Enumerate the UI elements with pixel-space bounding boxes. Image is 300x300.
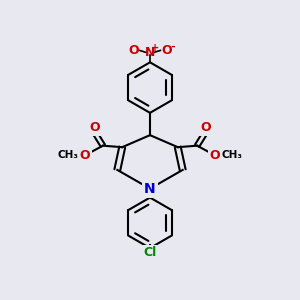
Text: O: O (161, 44, 172, 57)
Text: +: + (151, 44, 159, 53)
Text: O: O (210, 149, 220, 162)
Text: CH₃: CH₃ (58, 151, 79, 160)
Text: O: O (200, 122, 211, 134)
Text: CH₃: CH₃ (221, 151, 242, 160)
Text: -: - (171, 42, 175, 52)
Text: Cl: Cl (143, 246, 157, 259)
Text: O: O (80, 149, 90, 162)
Text: N: N (144, 182, 156, 196)
Text: O: O (128, 44, 139, 57)
Text: O: O (89, 122, 100, 134)
Text: N: N (145, 46, 155, 59)
